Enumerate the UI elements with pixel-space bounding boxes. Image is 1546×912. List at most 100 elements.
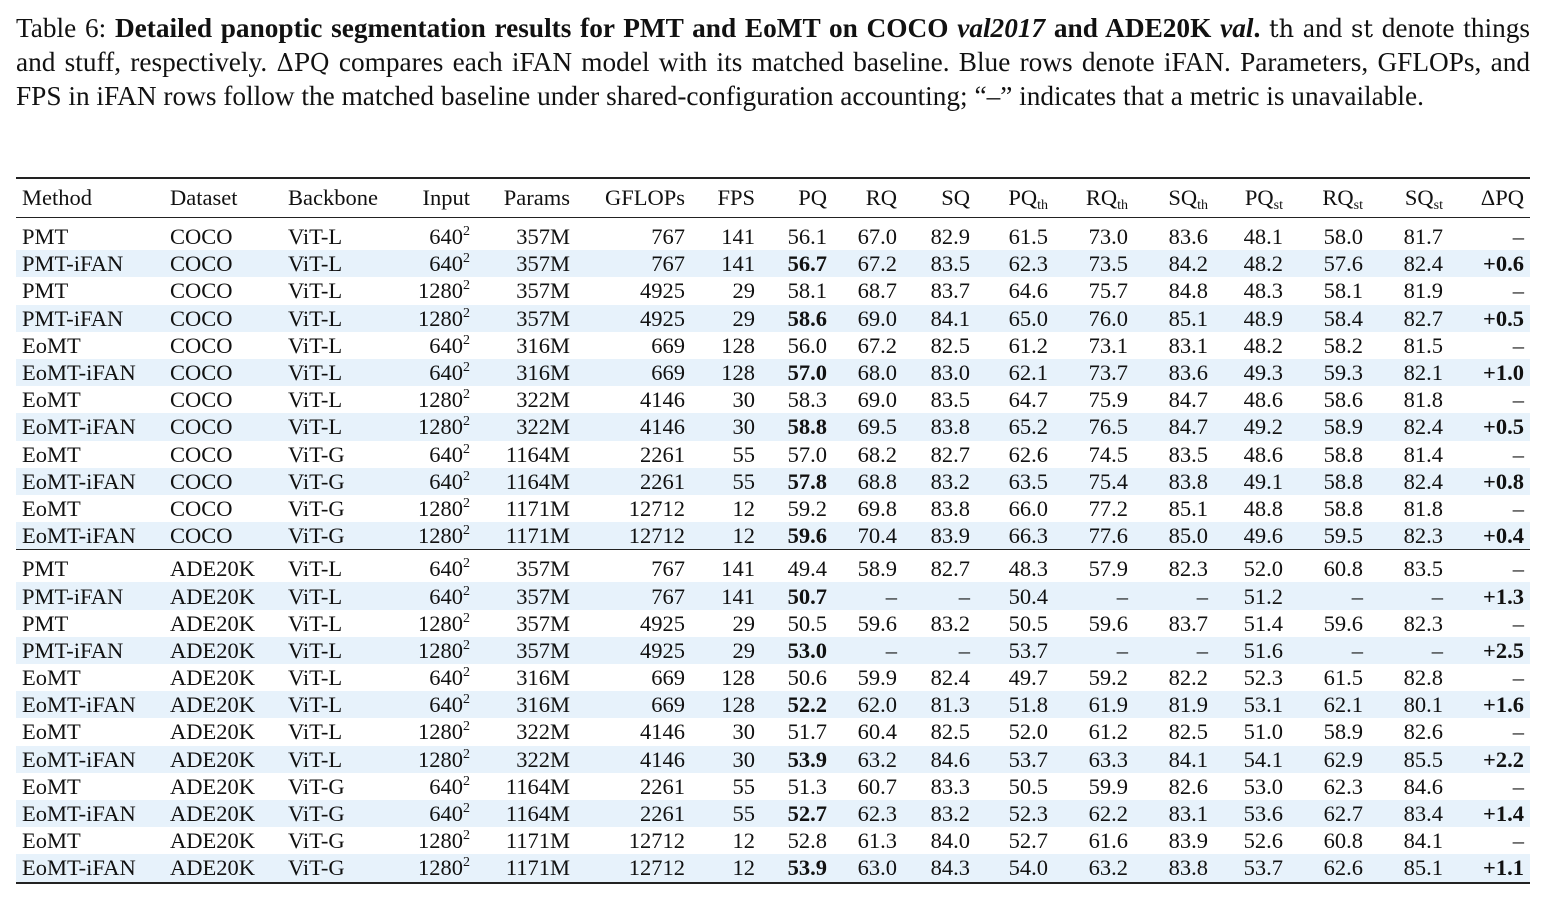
- cell-pq: 57.8: [761, 467, 833, 495]
- cell-pq-st: 53.7: [1214, 854, 1289, 884]
- cell-params: 316M: [476, 358, 576, 387]
- cell-gflops: 4925: [640, 610, 685, 636]
- cell-backbone: ViT-L: [288, 610, 343, 636]
- cell-sq-st: 81.9: [1403, 278, 1443, 304]
- cell-rq-th: 59.6: [1088, 610, 1128, 636]
- cell-sq-th: 84.7: [1134, 413, 1214, 441]
- cell-sq-st: 82.4: [1369, 250, 1449, 278]
- cell-sq-st: 85.1: [1369, 854, 1449, 884]
- cell-rq-th: 63.3: [1054, 745, 1134, 773]
- table-row: EoMT COCO ViT-L 12802 322M 4146 30 58.3 69.0 83.5…: [16, 386, 1530, 413]
- caption-body: compares each iFAN model with its matche…: [16, 47, 1530, 111]
- table-row: EoMT-iFAN COCO ViT-L 12802 322M 4146 30 58.8 69.…: [16, 413, 1530, 441]
- cell-input: 12802: [390, 854, 476, 884]
- cell-dpq: +2.5: [1449, 636, 1530, 664]
- cell-dataset: COCO: [170, 224, 233, 250]
- cell-dpq: –: [1512, 441, 1524, 467]
- cell-pq: 56.0: [787, 332, 827, 358]
- cell-dataset: ADE20K: [164, 745, 282, 773]
- cell-fps: 55: [691, 799, 761, 828]
- cell-input: 12802: [418, 828, 470, 854]
- cell-rq-th: 57.9: [1054, 549, 1134, 583]
- cell-sq: 82.7: [903, 549, 976, 583]
- cell-pq: 58.8: [761, 413, 833, 441]
- cell-pq-st: 52.0: [1214, 549, 1289, 583]
- col-input: Input: [390, 177, 476, 218]
- cell-rq-st: 62.3: [1323, 773, 1363, 799]
- cell-dpq: +0.5: [1449, 304, 1530, 332]
- cell-sq-st: 83.4: [1369, 799, 1449, 828]
- cell-method: EoMT-iFAN: [16, 358, 164, 387]
- cell-fps: 30: [732, 387, 756, 413]
- cell-gflops: 2261: [640, 773, 685, 799]
- cell-rq-th: 75.4: [1054, 467, 1134, 495]
- cell-rq-th: 59.2: [1088, 665, 1128, 691]
- cell-rq-st: 62.7: [1289, 799, 1369, 828]
- cell-sq-st: 80.1: [1369, 691, 1449, 719]
- cell-backbone: ViT-L: [282, 250, 390, 278]
- cell-dataset: COCO: [164, 522, 282, 550]
- cell-sq-st: 81.5: [1403, 332, 1443, 358]
- cell-pq: 53.0: [761, 636, 833, 664]
- cell-fps: 141: [691, 549, 761, 583]
- cell-sq-th: 83.9: [1168, 828, 1208, 854]
- cell-params: 357M: [516, 278, 570, 304]
- table-row: EoMT COCO ViT-G 12802 1171M 12712 12 59.2 69.8 83…: [16, 495, 1530, 522]
- cell-pq-st: 49.2: [1214, 413, 1289, 441]
- table-caption: Table 6: Detailed panoptic segmentation …: [16, 13, 1531, 111]
- cell-gflops: 669: [576, 358, 691, 387]
- cell-rq-st: 58.8: [1323, 441, 1363, 467]
- cell-gflops: 2261: [640, 441, 685, 467]
- cell-rq: 61.3: [857, 828, 897, 854]
- cell-sq: 83.5: [903, 250, 976, 278]
- cell-rq-st: 60.8: [1323, 828, 1363, 854]
- cell-sq: 83.2: [930, 610, 970, 636]
- cell-pq-th: 52.7: [1008, 828, 1048, 854]
- cell-sq: –: [903, 636, 976, 664]
- cell-dataset: COCO: [164, 304, 282, 332]
- cell-sq-st: –: [1369, 636, 1449, 664]
- cell-rq: 69.8: [857, 495, 897, 521]
- cell-backbone: ViT-G: [282, 854, 390, 884]
- cell-pq-st: 53.0: [1243, 773, 1283, 799]
- cell-params: 357M: [476, 549, 576, 583]
- cell-input: 12802: [390, 413, 476, 441]
- cell-gflops: 767: [576, 549, 691, 583]
- cell-params: 357M: [516, 224, 570, 250]
- cell-fps: 55: [691, 467, 761, 495]
- cell-rq-st: 59.5: [1289, 522, 1369, 550]
- cell-dataset: ADE20K: [164, 854, 282, 884]
- cell-input: 6402: [390, 582, 476, 610]
- cell-dpq: –: [1512, 610, 1524, 636]
- cell-fps: 141: [691, 582, 761, 610]
- cell-rq: 60.4: [857, 719, 897, 745]
- cell-dataset: ADE20K: [164, 549, 282, 583]
- cell-sq-th: 81.9: [1134, 691, 1214, 719]
- cell-sq-st: 85.5: [1369, 745, 1449, 773]
- cell-rq: 63.0: [833, 854, 903, 884]
- cell-method: PMT-iFAN: [16, 582, 164, 610]
- cell-pq-th: 53.7: [976, 745, 1054, 773]
- cell-backbone: ViT-L: [288, 278, 343, 304]
- cell-input: 6402: [429, 332, 470, 358]
- cell-sq-th: 84.7: [1168, 387, 1208, 413]
- cell-dataset: ADE20K: [164, 799, 282, 828]
- cell-method: EoMT: [22, 441, 81, 467]
- table-row: EoMT COCO ViT-G 6402 1164M 2261 55 57.0 68.2 82.7…: [16, 441, 1530, 468]
- cell-dataset: COCO: [170, 278, 233, 304]
- cell-method: PMT-iFAN: [16, 250, 164, 278]
- cell-dpq: +1.4: [1449, 799, 1530, 828]
- cell-input: 6402: [390, 250, 476, 278]
- cell-backbone: ViT-L: [282, 691, 390, 719]
- cell-pq-st: 48.6: [1243, 387, 1283, 413]
- cell-pq-st: 51.0: [1243, 719, 1283, 745]
- cell-rq-st: 58.9: [1323, 719, 1363, 745]
- cell-input: 6402: [429, 441, 470, 467]
- table-row: EoMT-iFAN ADE20K ViT-L 12802 322M 4146 30 53.9 6…: [16, 745, 1530, 773]
- cell-input: 6402: [390, 799, 476, 828]
- col-gflops: GFLOPs: [576, 177, 691, 218]
- cell-fps: 29: [691, 636, 761, 664]
- table-row: PMT-iFAN ADE20K ViT-L 12802 357M 4925 29 53.0– –…: [16, 636, 1530, 664]
- cell-sq-th: 84.1: [1134, 745, 1214, 773]
- cell-backbone: ViT-G: [282, 522, 390, 550]
